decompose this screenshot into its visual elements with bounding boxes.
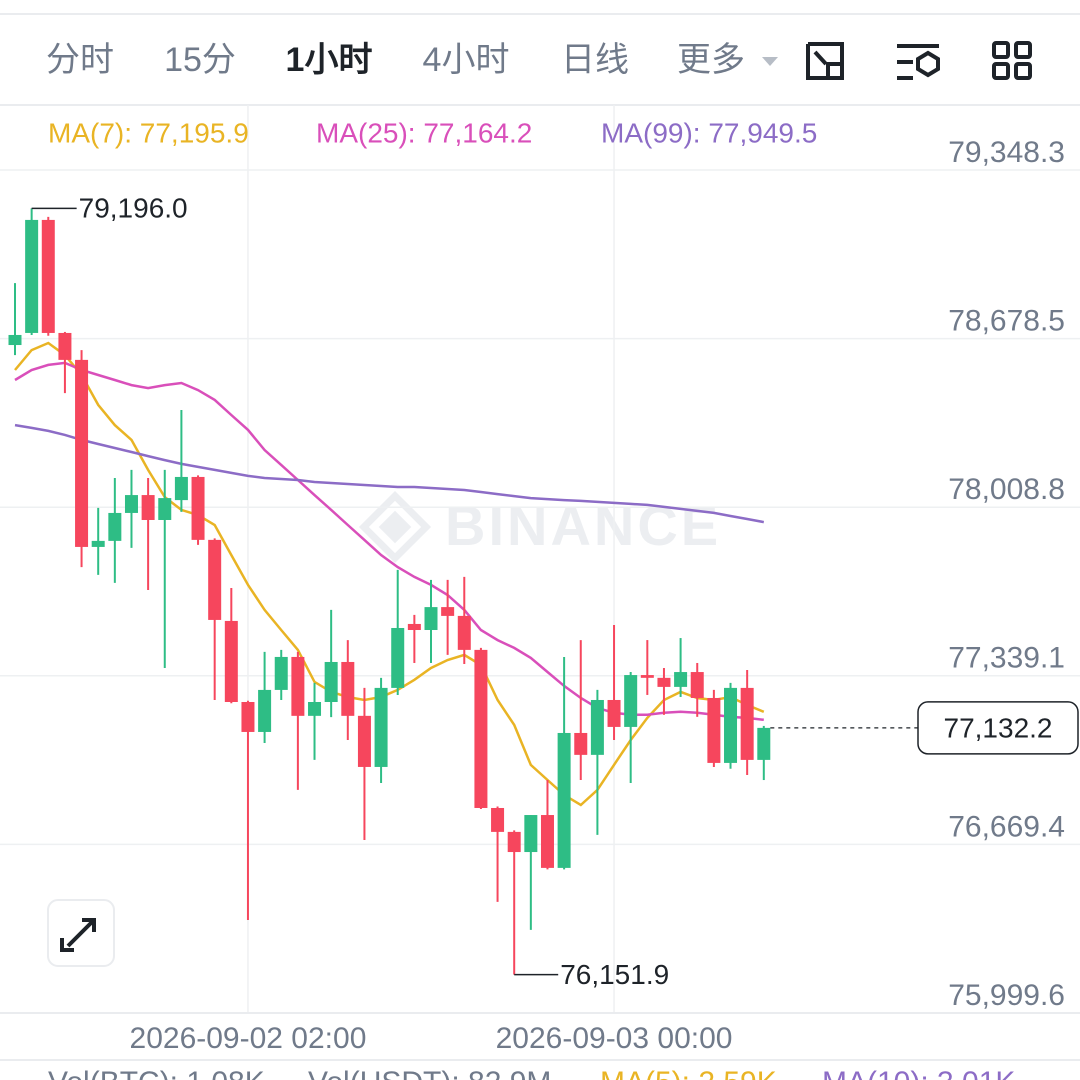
watermark-text: BINANCE (445, 494, 721, 557)
candle-body (507, 831, 521, 853)
candle-body (108, 512, 122, 541)
y-tick-label: 77,339.1 (948, 642, 1065, 675)
candle-body (457, 615, 471, 650)
y-tick-label: 78,678.5 (948, 305, 1065, 338)
candle-body (25, 219, 39, 333)
high-label: 79,196.0 (79, 193, 188, 224)
candle-body (174, 476, 188, 501)
candle-body (224, 620, 238, 703)
candle-body (374, 687, 388, 767)
candle-body (124, 495, 138, 513)
candle-body (757, 727, 771, 760)
candle-body (241, 702, 255, 732)
candle-body (58, 332, 72, 360)
ma-line (14, 341, 765, 807)
candle-body (491, 807, 505, 832)
candle-body (690, 672, 704, 698)
candle-body (258, 689, 272, 732)
settings-icon[interactable] (897, 44, 940, 80)
candle-body (357, 715, 371, 767)
interval-tab[interactable]: 1小时 (286, 41, 373, 79)
candle-body (524, 815, 538, 853)
ma-line (14, 361, 764, 722)
candle-body (41, 219, 55, 333)
candle-body (424, 607, 438, 631)
y-tick-label: 76,669.4 (948, 810, 1065, 843)
footer-stat: MA(10): 3.01K (822, 1066, 1015, 1080)
candle-body (607, 699, 621, 727)
legend-entry: MA(7): 77,195.9 (48, 117, 249, 148)
candle-body (8, 334, 22, 346)
candle-body (724, 687, 738, 763)
candle-body (590, 699, 604, 755)
interval-tab[interactable]: 更多 (677, 41, 745, 79)
candle-body (474, 649, 488, 808)
candle-body (75, 359, 89, 547)
candle-body (441, 607, 455, 616)
candle-body (707, 697, 721, 763)
candle-body (657, 677, 671, 687)
candle-body (740, 687, 754, 760)
interval-tab[interactable]: 日线 (561, 41, 629, 79)
fullscreen-button[interactable] (47, 899, 115, 967)
x-tick-label: 2026-09-02 02:00 (130, 1022, 367, 1055)
ma-line (14, 423, 765, 524)
y-tick-label: 79,348.3 (948, 136, 1065, 169)
layout-icon[interactable] (992, 41, 1032, 80)
last-price-label: 77,132.2 (944, 712, 1053, 743)
interval-tab[interactable]: 分时 (46, 41, 114, 79)
footer-stat: Vol(USDT): 82.9M (308, 1066, 551, 1080)
footer-stat: Vol(BTC): 1.08K (48, 1066, 265, 1080)
candle-body (624, 675, 638, 727)
candle-body (640, 675, 654, 678)
candle-body (291, 656, 305, 716)
footer-stat: MA(5): 2.59K (600, 1066, 777, 1080)
y-tick-label: 78,008.8 (948, 473, 1065, 506)
candle-body (208, 539, 222, 620)
interval-tab[interactable]: 4小时 (423, 41, 510, 79)
candle-body (158, 498, 172, 520)
candle-body (91, 540, 105, 547)
candle-body (324, 661, 338, 703)
candle-body (407, 623, 421, 631)
legend-entry: MA(99): 77,949.5 (601, 117, 817, 148)
candle-body (574, 732, 588, 755)
legend-entry: MA(25): 77,164.2 (316, 117, 532, 148)
candle-body (540, 815, 554, 868)
dropdown-arrow[interactable] (762, 57, 778, 66)
candle-body (191, 476, 205, 540)
low-label: 76,151.9 (560, 959, 669, 990)
last-price-box (917, 701, 1079, 755)
interval-tabs: 分时 15分 1小时 4小时 日线 更多 (46, 41, 745, 79)
depth-icon[interactable] (806, 42, 844, 80)
candle-body (391, 627, 405, 688)
candle-body (341, 661, 355, 716)
candle-body (141, 495, 155, 520)
interval-tab[interactable]: 15分 (164, 41, 236, 79)
candle-body (274, 656, 288, 690)
watermark: BINANCE (358, 490, 721, 564)
x-tick-label: 2026-09-03 00:00 (496, 1022, 733, 1055)
candle-body (308, 702, 322, 716)
candle-body (557, 732, 571, 868)
candle-body (674, 672, 688, 687)
y-tick-label: 75,999.6 (948, 979, 1065, 1012)
